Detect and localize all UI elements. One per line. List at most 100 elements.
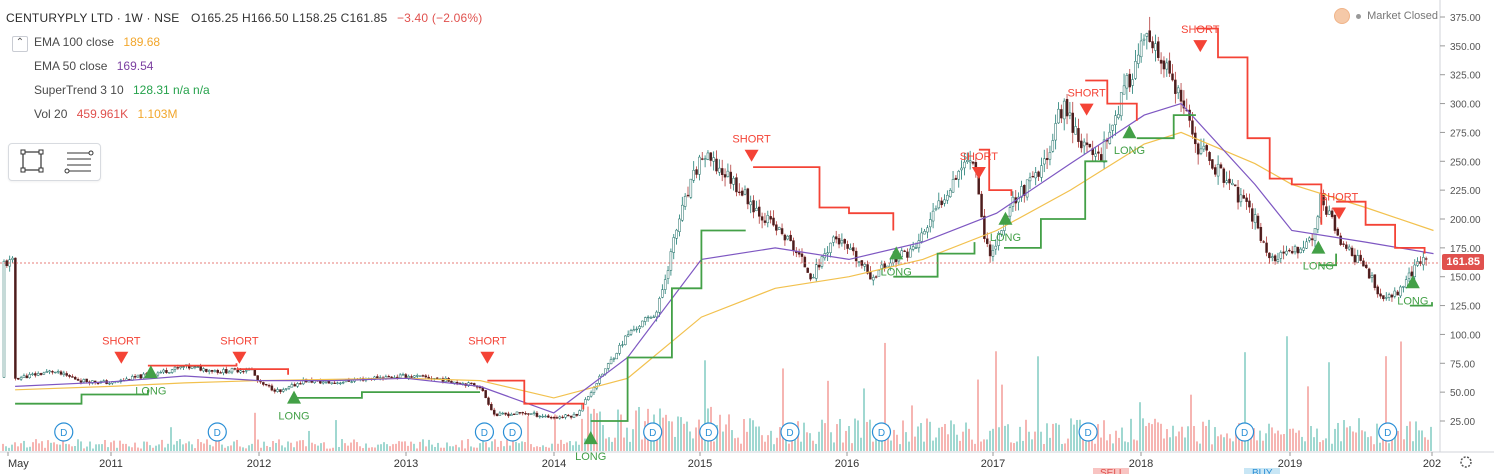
volume-bar [893, 429, 895, 451]
candle-body [641, 320, 644, 328]
candle-body [413, 375, 416, 378]
volume-bar [1418, 430, 1420, 451]
dividend-marker-icon[interactable] [699, 422, 719, 442]
chevron-up-icon[interactable]: ⌃ [12, 36, 28, 52]
volume-bar [428, 439, 430, 451]
volume-bar [830, 432, 832, 451]
volume-bar [314, 444, 316, 451]
dividend-marker-icon[interactable] [1234, 422, 1255, 442]
x-tick-label: 2014 [542, 458, 566, 470]
volume-bar [1358, 418, 1360, 451]
dividend-marker-icon[interactable] [207, 422, 227, 442]
volume-bar [1028, 431, 1030, 451]
dividend-marker-icon[interactable] [643, 422, 663, 442]
candle-body [225, 369, 228, 374]
candle-body [1413, 264, 1416, 277]
volume-bar [137, 447, 139, 451]
volume-bar [1247, 434, 1249, 451]
volume-bar [1280, 434, 1282, 451]
dividend-marker-icon[interactable] [502, 422, 523, 442]
indicator-volume[interactable]: Vol 20 459.961K 1.103M [6, 102, 482, 126]
dividend-marker-label: D [481, 428, 488, 439]
dividend-marker-icon[interactable] [1078, 422, 1098, 442]
volume-bar [656, 438, 658, 451]
candle-body [1028, 177, 1032, 182]
candle-body [926, 227, 929, 233]
rectangle-tool-icon[interactable] [9, 144, 54, 180]
volume-bar [1211, 444, 1213, 451]
volume-bar [740, 443, 742, 451]
candle-body [1305, 241, 1308, 249]
dividend-marker-icon[interactable] [474, 422, 495, 442]
dividend-marker-icon[interactable] [1378, 422, 1398, 442]
alert-circle-icon[interactable] [1334, 8, 1351, 24]
candle-body [1231, 182, 1234, 186]
dividend-marker-icon[interactable] [780, 422, 800, 442]
supertrend-red-line [753, 166, 895, 231]
volume-bar [941, 426, 943, 451]
candle-body [532, 412, 536, 414]
volume-bar [1256, 440, 1258, 451]
volume-bar [1184, 437, 1186, 451]
candle-body [968, 160, 972, 163]
volume-bar [779, 427, 781, 451]
volume-bar [335, 420, 337, 451]
candle-body [1154, 43, 1157, 51]
candle-body [909, 248, 912, 258]
volume-bar [1052, 423, 1054, 451]
candle-body [11, 257, 14, 260]
volume-bar [203, 443, 205, 451]
sell-tag[interactable] [1093, 468, 1129, 474]
x-tick-label: 202 [1423, 458, 1441, 470]
candle-body [541, 415, 544, 418]
indicator-ema100[interactable]: ⌃ EMA 100 close 189.68 [6, 30, 482, 54]
volume-bar [998, 427, 1000, 451]
candle-body [618, 345, 621, 354]
candle-body [1111, 124, 1114, 131]
candle-body [752, 200, 755, 213]
candle-body [1031, 176, 1035, 178]
short-signal-label: SHORT [220, 336, 259, 348]
volume-bar [545, 446, 547, 451]
candle-body [869, 271, 872, 280]
volume-bar [518, 443, 520, 451]
volume-bar [5, 446, 7, 451]
volume-bar [269, 447, 271, 451]
candle-body [287, 386, 291, 389]
y-tick-label: 25.00 [1450, 417, 1475, 428]
volume-bar [1331, 443, 1333, 451]
volume-bar [1073, 424, 1075, 451]
candle-body [980, 193, 983, 218]
candle-body [729, 171, 732, 184]
volume-bar [50, 442, 52, 451]
candle-body [1308, 237, 1311, 241]
candle-body [1339, 235, 1342, 245]
lines-tool-icon[interactable] [55, 144, 100, 180]
candle-body [1316, 216, 1320, 230]
candle-body [555, 417, 559, 419]
buy-tag[interactable] [1244, 468, 1280, 474]
candle-body [498, 412, 502, 416]
candle-body [1088, 143, 1092, 148]
indicator-ema50[interactable]: EMA 50 close 169.54 [6, 54, 482, 78]
candle-body [102, 380, 105, 382]
candle-body [940, 200, 943, 206]
candle-body [1214, 167, 1217, 175]
candle-body [1393, 290, 1397, 297]
volume-bar [377, 444, 379, 451]
candle-body [1282, 251, 1285, 254]
candle-body [703, 158, 707, 161]
dividend-marker-icon[interactable] [871, 422, 892, 442]
gear-icon[interactable] [1460, 456, 1472, 468]
volume-bar [509, 445, 511, 451]
indicator-supertrend[interactable]: SuperTrend 3 10 128.31 n/a n/a [6, 78, 482, 102]
candle-body [267, 385, 271, 387]
candle-body [299, 383, 302, 385]
x-tick-label: 2012 [247, 458, 271, 470]
volume-bar [1316, 428, 1318, 451]
dividend-marker-icon[interactable] [54, 422, 74, 442]
legend-panel: CENTURYPLY LTD · 1W · NSE O165.25 H166.5… [6, 6, 482, 126]
volume-bar [677, 416, 679, 451]
candle-body [1239, 194, 1243, 203]
